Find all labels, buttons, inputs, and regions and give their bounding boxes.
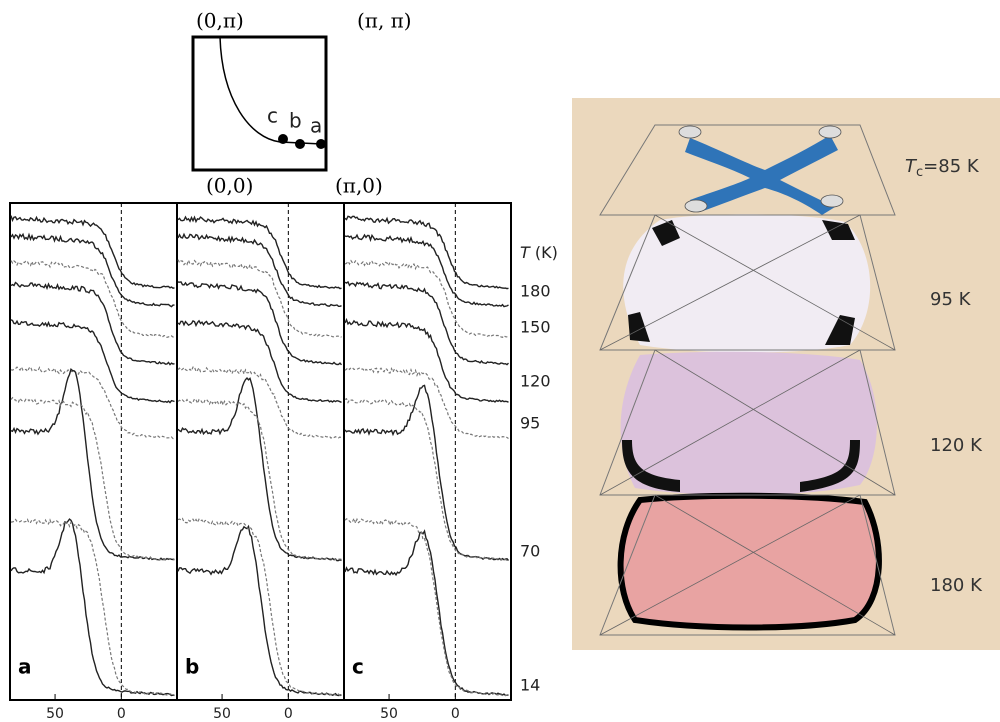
fermi-surface xyxy=(219,36,323,145)
x-tick-label: 50 xyxy=(380,706,398,722)
spectrum xyxy=(344,215,509,290)
panel-frame xyxy=(343,202,512,701)
spectrum xyxy=(177,376,342,562)
surface-180 xyxy=(617,492,882,631)
k-point xyxy=(295,139,305,149)
temperature-header: T (K) xyxy=(520,243,558,262)
spectrum xyxy=(10,232,175,308)
spectrum xyxy=(10,396,175,561)
temperature-label: 180 xyxy=(520,282,551,301)
spectrum xyxy=(344,259,509,339)
spectrum xyxy=(177,232,342,307)
spectrum xyxy=(177,319,342,404)
spectrum xyxy=(10,365,175,440)
spectrum xyxy=(10,319,175,404)
temperature-label: 150 xyxy=(520,318,551,337)
x-tick-label: 0 xyxy=(284,706,293,722)
spectrum xyxy=(177,517,342,697)
arc-segment xyxy=(628,220,855,345)
spectrum xyxy=(344,516,509,697)
point-label: c xyxy=(267,104,278,128)
spectrum xyxy=(344,529,509,697)
temperature-label: 14 xyxy=(520,676,540,695)
panel-frame xyxy=(176,202,345,701)
corner-label: (0,0) xyxy=(206,174,253,198)
spectrum xyxy=(344,384,510,561)
fermi-arc xyxy=(685,135,838,215)
spectrum xyxy=(177,398,342,561)
spectrum xyxy=(344,317,509,403)
layer-label: 180 K xyxy=(930,575,983,596)
spectrum xyxy=(177,524,342,697)
spectrum xyxy=(177,366,342,439)
x-tick-label: 0 xyxy=(117,706,126,722)
spectrum xyxy=(10,281,175,366)
layer-label: 95 K xyxy=(930,289,972,310)
spectrum xyxy=(10,518,175,696)
point-label: a xyxy=(310,114,322,138)
temperature-label: 95 xyxy=(520,414,540,433)
point-label: b xyxy=(289,109,302,133)
temperature-label: 120 xyxy=(520,372,551,391)
k-point xyxy=(316,139,326,149)
x-tick-label: 50 xyxy=(213,706,231,722)
spectrum xyxy=(10,215,175,289)
x-tick-label: 0 xyxy=(451,706,460,722)
layer-label: Tc=85 K xyxy=(905,156,980,180)
panel-frame xyxy=(9,202,178,701)
temperature-label: 70 xyxy=(520,542,540,561)
spectrum xyxy=(344,366,509,439)
corner-label: (0,π) xyxy=(196,9,244,33)
panel-label: a xyxy=(18,655,32,679)
spectrum xyxy=(10,259,175,338)
surface-95 xyxy=(623,214,871,353)
plane xyxy=(599,124,896,216)
zone-square xyxy=(191,35,328,172)
surface-120 xyxy=(620,351,877,496)
corner-label: (π, π) xyxy=(357,9,412,33)
panel-label: b xyxy=(185,655,199,679)
corner-label: (π,0) xyxy=(335,174,383,198)
spectrum xyxy=(344,397,509,562)
spectrum xyxy=(177,281,343,366)
spectrum xyxy=(177,215,342,290)
panel-label: c xyxy=(352,655,364,679)
spectrum xyxy=(344,233,509,308)
k-point xyxy=(278,134,288,144)
spectrum xyxy=(10,367,175,561)
spectrum xyxy=(344,280,509,366)
x-tick-label: 50 xyxy=(46,706,64,722)
spectrum xyxy=(177,258,342,338)
layer-label: 120 K xyxy=(930,435,983,456)
